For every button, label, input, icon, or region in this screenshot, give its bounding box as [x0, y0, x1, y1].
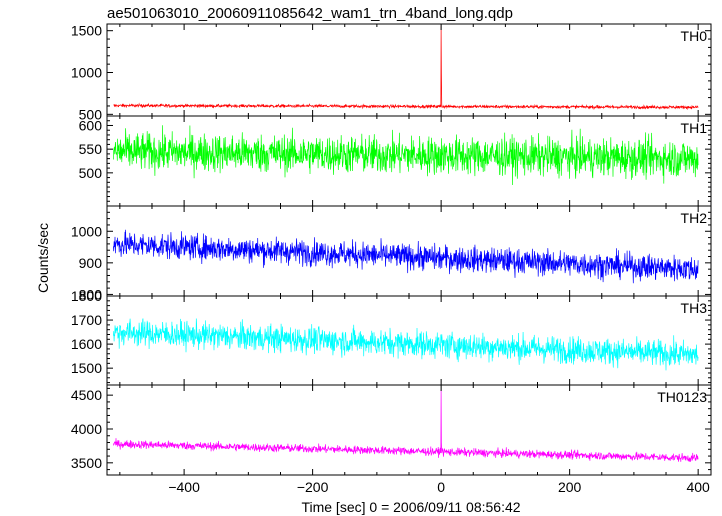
- series-line-th2: [113, 229, 699, 284]
- y-axis-label: Counts/sec: [35, 223, 51, 293]
- panels-group: TH050010001500TH1500550600TH28009001000T…: [71, 23, 712, 495]
- series-line-th1: [113, 125, 699, 186]
- series-label-th3: TH3: [681, 300, 708, 316]
- y-tick-label: 1000: [71, 223, 102, 239]
- y-tick-label: 4000: [71, 421, 102, 437]
- y-tick-label: 1500: [71, 360, 102, 376]
- y-tick-label: 800: [79, 286, 103, 302]
- y-tick-label: 500: [79, 165, 103, 181]
- y-tick-label: 1500: [71, 23, 102, 39]
- y-tick-label: 600: [79, 117, 103, 133]
- panel-frame: [106, 384, 712, 476]
- x-axis-label: Time [sec] 0 = 2006/09/11 08:56:42: [301, 499, 520, 515]
- x-tick-label: 400: [686, 479, 710, 495]
- y-tick-label: 1600: [71, 336, 102, 352]
- y-tick-label: 900: [79, 255, 103, 271]
- y-tick-label: 1700: [71, 312, 102, 328]
- y-tick-label: 1800: [71, 288, 102, 304]
- panel-1: TH0 500 1000 1500: [71, 23, 712, 122]
- panel-3: TH2 800 900 1000: [71, 205, 712, 302]
- series-line-th0: [113, 25, 699, 111]
- x-tick-label: −400: [168, 479, 200, 495]
- panel-4: TH3 1500 1600 1700 1800: [71, 288, 712, 386]
- series-label-th0: TH0: [681, 28, 708, 44]
- y-tick-label: 1000: [71, 65, 102, 81]
- panel-5: TH0123 3500 4000 4500 −400 −200 0 200 400: [71, 384, 712, 495]
- series-line-th3: [113, 318, 699, 371]
- y-tick-label: 500: [79, 106, 103, 122]
- figure-title: ae501063010_20060911085642_wam1_trn_4ban…: [107, 5, 513, 22]
- y-tick-label: 3500: [71, 455, 102, 471]
- y-tick-label: 550: [79, 141, 103, 157]
- y-tick-label: 4500: [71, 387, 102, 403]
- x-tick-label: −200: [297, 479, 329, 495]
- series-label-th0123: TH0123: [657, 389, 707, 405]
- series-label-th1: TH1: [681, 120, 708, 136]
- series-line-th0123: [113, 389, 699, 462]
- panel-2: TH1 500 550 600: [79, 115, 712, 207]
- series-label-th2: TH2: [681, 210, 708, 226]
- x-tick-label: 0: [437, 479, 445, 495]
- panel-frame: [106, 23, 712, 117]
- x-tick-label: 200: [558, 479, 582, 495]
